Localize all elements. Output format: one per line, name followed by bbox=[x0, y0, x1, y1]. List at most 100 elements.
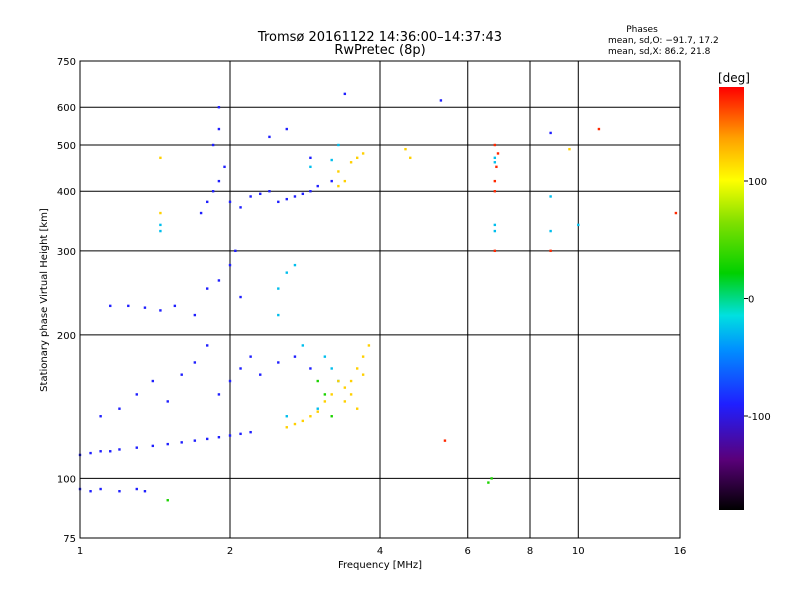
data-point bbox=[135, 393, 138, 396]
data-point bbox=[330, 179, 333, 183]
data-point bbox=[443, 439, 447, 442]
data-point bbox=[143, 306, 147, 309]
data-point bbox=[361, 373, 365, 376]
data-point bbox=[118, 407, 121, 410]
data-point bbox=[127, 304, 130, 308]
data-point bbox=[316, 407, 319, 410]
data-point bbox=[159, 309, 162, 312]
x-tick-label: 4 bbox=[377, 546, 383, 557]
data-point bbox=[228, 200, 232, 204]
data-point bbox=[193, 439, 197, 442]
data-point bbox=[309, 156, 312, 160]
data-point bbox=[355, 367, 359, 370]
data-point bbox=[205, 200, 209, 204]
data-point bbox=[239, 432, 242, 436]
data-point bbox=[293, 263, 297, 267]
data-point bbox=[268, 135, 271, 139]
x-tick-label: 16 bbox=[674, 546, 687, 557]
data-point bbox=[234, 249, 237, 253]
data-point bbox=[493, 161, 497, 164]
data-point bbox=[205, 437, 209, 441]
data-point bbox=[493, 190, 497, 193]
data-point bbox=[361, 152, 365, 155]
data-point bbox=[337, 143, 340, 147]
data-point bbox=[493, 249, 497, 253]
data-point bbox=[496, 152, 500, 155]
data-point bbox=[293, 195, 297, 198]
data-point bbox=[99, 487, 102, 491]
y-tick-label: 100 bbox=[57, 474, 76, 485]
data-point bbox=[180, 373, 183, 376]
data-point bbox=[239, 367, 242, 370]
data-point bbox=[337, 184, 340, 188]
y-tick-label: 200 bbox=[57, 331, 76, 342]
x-tick-label: 6 bbox=[465, 546, 471, 557]
data-point bbox=[439, 99, 443, 102]
data-point bbox=[159, 156, 162, 160]
data-point bbox=[293, 355, 297, 358]
data-point bbox=[301, 344, 305, 347]
plot-frame bbox=[79, 60, 681, 539]
data-point bbox=[487, 481, 490, 484]
data-point bbox=[228, 434, 232, 437]
data-point bbox=[277, 313, 280, 317]
colorbar-tick-label: -100 bbox=[748, 412, 771, 423]
data-point bbox=[349, 379, 353, 383]
data-point bbox=[259, 373, 262, 376]
data-point bbox=[330, 367, 333, 370]
y-tick-label: 750 bbox=[57, 57, 76, 68]
data-point bbox=[109, 304, 112, 308]
phases-box-title: Phases bbox=[626, 25, 658, 35]
data-point bbox=[159, 211, 162, 215]
data-point bbox=[217, 393, 221, 396]
data-point bbox=[549, 131, 552, 135]
data-point bbox=[205, 287, 209, 290]
data-point bbox=[549, 229, 552, 233]
data-point bbox=[309, 165, 312, 169]
data-point bbox=[285, 415, 288, 418]
data-point bbox=[277, 200, 280, 204]
data-point bbox=[118, 490, 121, 493]
data-point bbox=[409, 156, 412, 160]
data-point bbox=[211, 190, 215, 193]
data-point bbox=[330, 393, 333, 396]
data-point bbox=[193, 361, 197, 364]
phases-box-line-x: mean, sd,X: 86.2, 21.8 bbox=[608, 47, 711, 57]
data-point bbox=[285, 426, 288, 429]
data-points bbox=[78, 92, 678, 502]
data-point bbox=[277, 361, 280, 364]
data-point bbox=[199, 211, 203, 215]
data-point bbox=[239, 206, 242, 209]
x-tick-label: 8 bbox=[527, 546, 533, 557]
data-point bbox=[159, 223, 162, 227]
data-point bbox=[151, 444, 155, 448]
data-point bbox=[228, 263, 232, 267]
data-point bbox=[223, 165, 226, 169]
data-point bbox=[217, 436, 221, 439]
data-point bbox=[301, 192, 305, 196]
data-point bbox=[151, 379, 155, 383]
grid-lines bbox=[80, 61, 680, 538]
data-point bbox=[495, 165, 498, 169]
x-tick-label: 10 bbox=[572, 546, 585, 557]
data-point bbox=[166, 400, 169, 403]
data-point bbox=[135, 446, 138, 449]
data-point bbox=[323, 393, 327, 396]
colorbar-label: [deg] bbox=[718, 71, 750, 85]
colorbar bbox=[719, 87, 744, 510]
colorbar-tick-label: 0 bbox=[748, 295, 754, 306]
x-tick-label: 1 bbox=[77, 546, 83, 557]
data-point bbox=[493, 223, 497, 227]
y-tick-label: 75 bbox=[63, 534, 76, 545]
data-point bbox=[343, 386, 347, 389]
data-point bbox=[277, 287, 280, 290]
data-point bbox=[159, 229, 162, 233]
data-point bbox=[193, 313, 197, 317]
data-point bbox=[490, 477, 493, 480]
data-point bbox=[285, 271, 288, 274]
data-point bbox=[109, 450, 112, 453]
data-point bbox=[99, 415, 102, 418]
data-point bbox=[323, 355, 327, 358]
